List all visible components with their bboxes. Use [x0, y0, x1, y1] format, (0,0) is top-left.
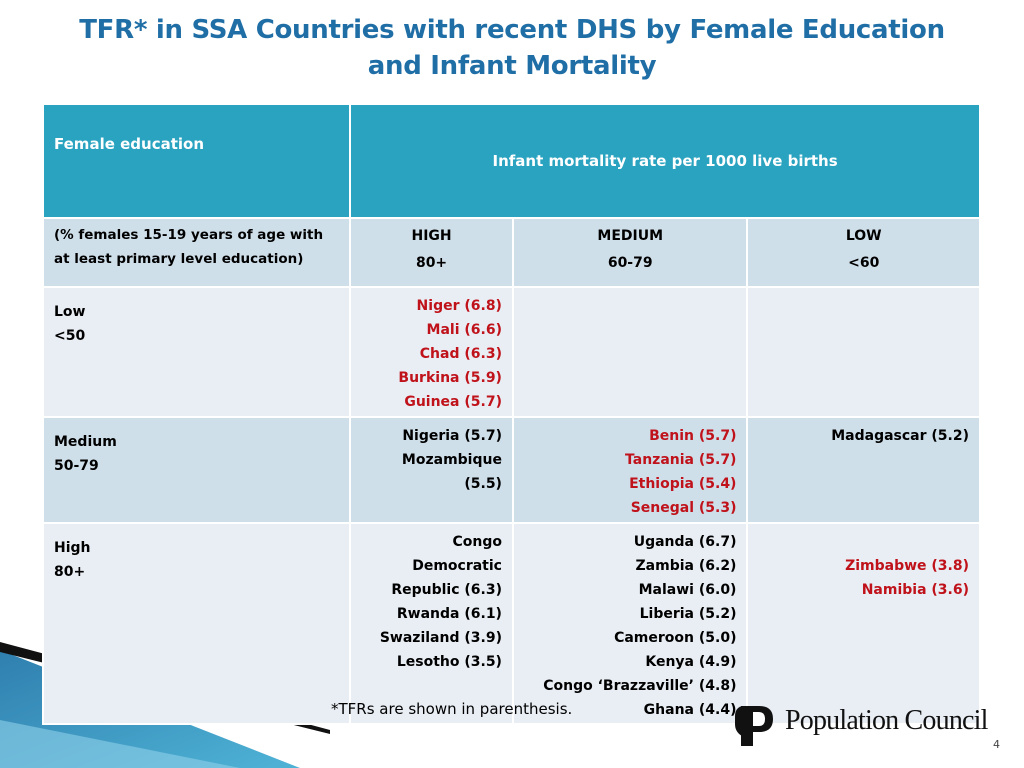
country-entry: Nigeria (5.7)	[402, 428, 502, 444]
cell-medium-imr: Uganda (6.7) Zambia (6.2) Malawi (6.0) Libe…	[511, 522, 749, 725]
row-range: 80+	[54, 564, 86, 580]
country-entry: Rwanda (6.1)	[396, 606, 502, 622]
column-range: 80+	[415, 255, 448, 271]
country-entry: Mozambique	[401, 452, 502, 468]
table-row-high-education: High 80+ Congo Democratic Republic (6.3) Rw…	[41, 522, 981, 725]
country-entry: Liberia (5.2)	[639, 606, 737, 622]
page-number: 4	[993, 738, 1000, 751]
country-entry: Benin (5.7)	[649, 428, 737, 444]
country-entry: Congo	[452, 534, 502, 550]
column-header-high: HIGH 80+	[349, 217, 514, 288]
column-range: 60-79	[607, 255, 653, 271]
cell-high-imr: Nigeria (5.7) Mozambique (5.5)	[349, 416, 514, 524]
country-entry: Burkina (5.9)	[398, 370, 502, 386]
country-entry	[756, 530, 969, 554]
table-subheader-row: (% females 15-19 years of age with at le…	[41, 217, 981, 288]
subheader-female-education: (% females 15-19 years of age with at le…	[41, 217, 352, 288]
slide-title: TFR* in SSA Countries with recent DHS by…	[40, 12, 984, 84]
column-label: HIGH	[411, 228, 452, 244]
column-header-medium: MEDIUM 60-79	[511, 217, 749, 288]
tfr-table: Female education Infant mortality rate p…	[41, 103, 981, 725]
population-council-logo-icon	[735, 706, 773, 746]
country-entry: Swaziland (3.9)	[379, 630, 502, 646]
cell-low-imr: Madagascar (5.2)	[746, 416, 981, 524]
cell-medium-imr	[511, 286, 749, 418]
country-entry: Republic (6.3)	[391, 582, 502, 598]
country-entry: Kenya (4.9)	[645, 654, 737, 670]
country-entry: (5.5)	[464, 476, 502, 492]
country-entry: Zimbabwe (3.8)	[845, 558, 969, 574]
country-entry: Ghana (4.4)	[643, 702, 737, 718]
country-entry: Namibia (3.6)	[861, 582, 969, 598]
country-entry: Niger (6.8)	[416, 298, 502, 314]
country-entry: Malawi (6.0)	[638, 582, 737, 598]
row-label: Low	[54, 304, 86, 320]
cell-low-imr	[746, 286, 981, 418]
country-entry: Cameroon (5.0)	[614, 630, 737, 646]
header-infant-mortality: Infant mortality rate per 1000 live birt…	[349, 103, 981, 219]
row-label-cell: Medium 50-79	[41, 416, 352, 524]
country-entry: Tanzania (5.7)	[625, 452, 737, 468]
country-entry: Guinea (5.7)	[404, 394, 502, 410]
country-entry: Democratic	[412, 558, 502, 574]
row-label: Medium	[54, 434, 117, 450]
country-entry: Mali (6.6)	[426, 322, 502, 338]
footnote: *TFRs are shown in parenthesis.	[331, 700, 573, 718]
column-range: <60	[848, 255, 880, 271]
table-row-medium-education: Medium 50-79 Nigeria (5.7) Mozambique (5.5…	[41, 416, 981, 524]
cell-medium-imr: Benin (5.7) Tanzania (5.7) Ethiopia (5.4) S…	[511, 416, 749, 524]
country-entry: Chad (6.3)	[419, 346, 502, 362]
table-header-row: Female education Infant mortality rate p…	[41, 103, 981, 219]
table-row-low-education: Low <50 Niger (6.8) Mali (6.6) Chad (6.3) B…	[41, 286, 981, 418]
row-label-cell: High 80+	[41, 522, 352, 725]
title-line-1: TFR* in SSA Countries with recent DHS by…	[79, 15, 945, 45]
cell-high-imr: Niger (6.8) Mali (6.6) Chad (6.3) Burkina (…	[349, 286, 514, 418]
country-entry: Uganda (6.7)	[633, 534, 737, 550]
country-entry: Congo ‘Brazzaville’ (4.8)	[543, 678, 737, 694]
country-entry: Zambia (6.2)	[635, 558, 737, 574]
cell-high-imr: Congo Democratic Republic (6.3) Rwanda (6.1…	[349, 522, 514, 725]
cell-low-imr: Zimbabwe (3.8) Namibia (3.6)	[746, 522, 981, 725]
row-label-cell: Low <50	[41, 286, 352, 418]
row-label: High	[54, 540, 91, 556]
row-range: <50	[54, 328, 86, 344]
column-label: MEDIUM	[597, 228, 664, 244]
country-entry: Madagascar (5.2)	[831, 428, 969, 444]
title-line-2: and Infant Mortality	[367, 51, 657, 81]
header-female-education: Female education	[41, 103, 352, 219]
country-entry: Lesotho (3.5)	[396, 654, 502, 670]
country-entry: Senegal (5.3)	[630, 500, 737, 516]
column-header-low: LOW <60	[746, 217, 981, 288]
row-range: 50-79	[54, 458, 99, 474]
column-label: LOW	[845, 228, 882, 244]
logo-wordmark: Population Council	[785, 705, 988, 736]
country-entry: Ethiopia (5.4)	[629, 476, 737, 492]
